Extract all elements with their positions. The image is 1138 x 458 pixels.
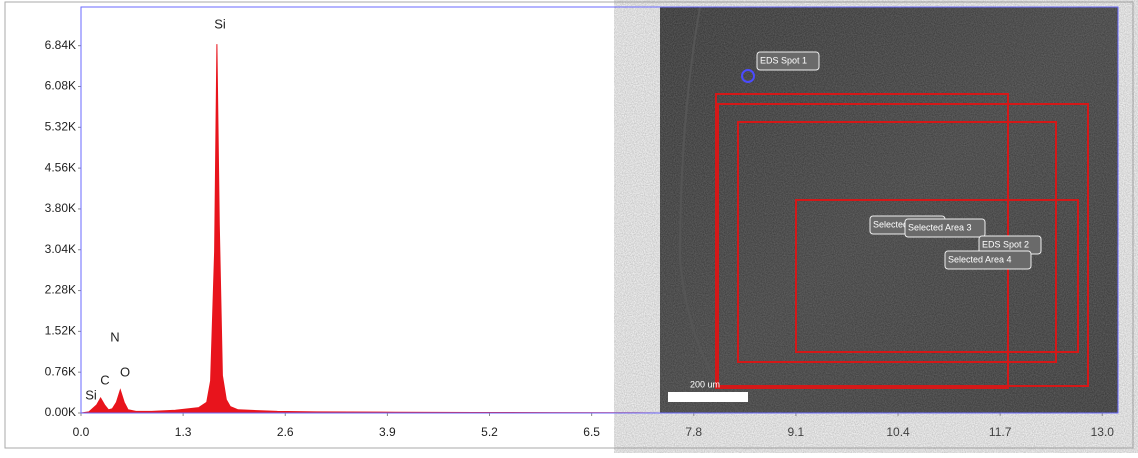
image-label: Selected Area 4 — [948, 254, 1012, 264]
image-label: Selected Area 3 — [908, 222, 972, 232]
y-tick-label: 1.52K — [45, 324, 76, 338]
y-tick-label: 5.32K — [45, 119, 76, 133]
peak-label: Si — [85, 387, 97, 402]
x-tick-label: 13.0 — [1091, 425, 1115, 439]
scale-bar — [668, 392, 748, 402]
image-label: EDS Spot 1 — [760, 55, 807, 65]
y-tick-label: 3.80K — [45, 201, 76, 215]
image-label: EDS Spot 2 — [982, 239, 1029, 249]
y-tick-label: 6.08K — [45, 79, 76, 93]
x-tick-label: 11.7 — [989, 425, 1012, 439]
x-tick-label: 1.3 — [175, 425, 192, 439]
peak-label: O — [120, 364, 130, 379]
y-tick-label: 4.56K — [45, 160, 76, 174]
x-tick-label: 2.6 — [277, 425, 294, 439]
x-tick-label: 10.4 — [886, 425, 910, 439]
peak-label: N — [110, 329, 119, 344]
x-tick-label: 6.5 — [583, 425, 600, 439]
scale-label: 200 um — [690, 379, 720, 389]
y-tick-label: 2.28K — [45, 283, 76, 297]
peak-label: C — [100, 372, 109, 387]
y-tick-label: 0.76K — [45, 364, 76, 378]
chart: 0.00K 0.76K 1.52K 2.28K 3.04K 3.80K 4.56K 5.32K… — [0, 0, 1138, 453]
x-tick-label: 7.8 — [685, 425, 702, 439]
x-tick-label: 0.0 — [73, 425, 90, 439]
x-tick-label: 3.9 — [379, 425, 396, 439]
y-tick-label: 6.84K — [45, 38, 76, 52]
y-tick-label: 3.04K — [45, 242, 76, 256]
x-tick-label: 9.1 — [788, 425, 805, 439]
peak-label: Si — [214, 16, 226, 31]
x-tick-label: 5.2 — [481, 425, 498, 439]
y-tick-label: 0.00K — [45, 405, 76, 419]
